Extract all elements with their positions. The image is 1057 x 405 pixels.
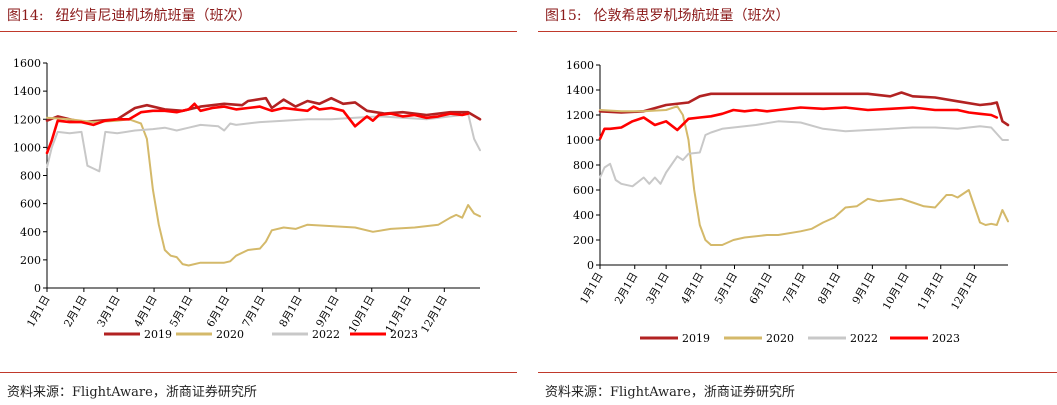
x-tick-label: 10月1日 xyxy=(881,271,912,313)
legend-label-2019: 2019 xyxy=(682,332,710,345)
legend-label-2019: 2019 xyxy=(144,328,172,341)
x-tick-label: 5月1日 xyxy=(168,294,196,330)
x-tick-label: 7月1日 xyxy=(781,271,809,307)
x-tick-label: 2月1日 xyxy=(62,294,90,330)
source-divider xyxy=(0,372,517,373)
source-divider xyxy=(538,372,1057,373)
source-note: 资料来源：FlightAware，浙商证券研究所 xyxy=(7,381,257,400)
series-line-2022 xyxy=(47,114,480,172)
line-chart-jfk: 0 200 400 600 800 1000 1200 1400 1600 1月1日 2月1日 3月1… xyxy=(0,0,517,370)
x-tick-label: 8月1日 xyxy=(816,271,844,307)
y-tick-label: 1600 xyxy=(13,57,41,70)
legend-label-2023: 2023 xyxy=(390,328,418,341)
series-line-2022 xyxy=(600,121,1008,186)
y-tick-label: 1000 xyxy=(566,134,594,147)
chart-panel-jfk: 图14: 纽约肯尼迪机场航班量（班次） 0 200 400 600 800 1000 1200… xyxy=(0,0,517,405)
x-tick-label: 6月1日 xyxy=(205,294,233,330)
line-chart-heathrow: 0 200 400 600 800 1000 1200 1400 1600 1月1日 2月1日 3月1… xyxy=(538,0,1057,370)
x-tick-label: 9月1日 xyxy=(850,271,878,307)
y-tick-label: 200 xyxy=(20,254,41,267)
y-tick-label: 1200 xyxy=(13,113,41,126)
y-tick-label: 400 xyxy=(573,209,594,222)
x-tick-label: 1月1日 xyxy=(578,271,606,307)
x-tick-label: 7月1日 xyxy=(240,294,268,330)
y-tick-label: 600 xyxy=(573,184,594,197)
legend-label-2022: 2022 xyxy=(850,332,878,345)
x-tick-label: 4月1日 xyxy=(679,271,707,307)
x-tick-label: 10月1日 xyxy=(346,294,377,336)
y-tick-label: 1600 xyxy=(566,59,594,72)
y-tick-label: 1400 xyxy=(13,85,41,98)
y-tick-label: 800 xyxy=(573,159,594,172)
chart-panel-heathrow: 图15: 伦敦希思罗机场航班量（班次） 0 200 400 600 800 1000 1200… xyxy=(538,0,1057,405)
x-tick-label: 5月1日 xyxy=(713,271,741,307)
x-tick-label: 1月1日 xyxy=(25,294,53,330)
x-tick-label: 8月1日 xyxy=(277,294,305,330)
x-tick-label: 3月1日 xyxy=(95,294,123,330)
legend-label-2023: 2023 xyxy=(932,332,960,345)
x-tick-label: 4月1日 xyxy=(132,294,160,330)
y-tick-label: 1400 xyxy=(566,84,594,97)
series-line-2020 xyxy=(47,118,480,266)
x-tick-label: 11月1日 xyxy=(915,271,946,313)
x-tick-label: 12月1日 xyxy=(949,271,980,313)
series-line-2020 xyxy=(600,106,1008,245)
x-tick-label: 6月1日 xyxy=(747,271,775,307)
y-tick-label: 0 xyxy=(34,282,41,295)
y-tick-label: 600 xyxy=(20,198,41,211)
y-tick-label: 200 xyxy=(573,234,594,247)
x-tick-label: 9月1日 xyxy=(314,294,342,330)
x-tick-label: 12月1日 xyxy=(419,294,450,336)
source-note: 资料来源：FlightAware，浙商证券研究所 xyxy=(545,381,795,400)
y-tick-label: 1000 xyxy=(13,141,41,154)
legend-label-2020: 2020 xyxy=(766,332,794,345)
y-tick-label: 400 xyxy=(20,226,41,239)
x-tick-label: 2月1日 xyxy=(613,271,641,307)
legend-label-2020: 2020 xyxy=(216,328,244,341)
x-tick-label: 3月1日 xyxy=(644,271,672,307)
legend-label-2022: 2022 xyxy=(312,328,340,341)
y-tick-label: 1200 xyxy=(566,109,594,122)
y-tick-label: 800 xyxy=(20,170,41,183)
y-tick-label: 0 xyxy=(587,259,594,272)
